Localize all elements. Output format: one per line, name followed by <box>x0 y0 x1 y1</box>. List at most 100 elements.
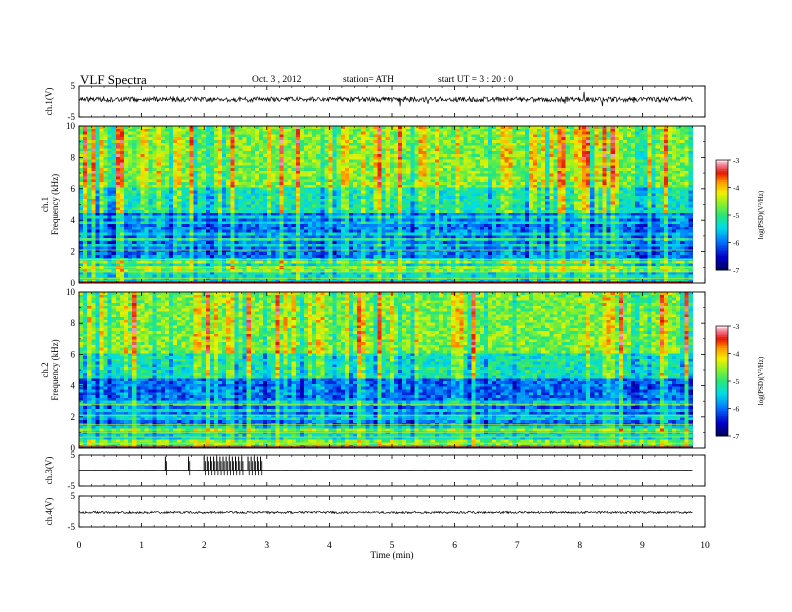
spectrogram-cell <box>152 170 158 174</box>
spectrogram-cell <box>295 246 301 250</box>
spectrogram-cell <box>369 179 374 183</box>
spectrogram-cell <box>385 238 391 242</box>
spectrogram-cell <box>107 274 113 278</box>
spectrogram-cell <box>128 176 133 180</box>
spectrogram-cell <box>312 198 317 202</box>
spectrogram-cell <box>160 193 166 197</box>
spectrogram-cell <box>316 260 321 264</box>
spectrogram-cell <box>271 207 276 211</box>
spectrogram-cell <box>385 210 391 214</box>
spectrogram-cell <box>140 151 145 155</box>
spectrogram-cell <box>152 156 158 160</box>
spectrogram-cell <box>148 196 153 200</box>
spectrogram-cell <box>246 263 252 267</box>
spectrogram-cell <box>414 126 419 130</box>
spectrogram-cell <box>234 268 239 273</box>
spectrogram-cell <box>258 193 264 197</box>
spectrogram-cell <box>148 274 153 278</box>
spectrogram-cell <box>295 207 301 211</box>
spectrogram-cell <box>353 137 358 141</box>
spectrogram-cell <box>299 232 305 236</box>
spectrogram-cell <box>242 193 247 197</box>
spectrogram-cell <box>181 277 186 281</box>
spectrogram-cell <box>344 159 350 163</box>
spectrogram-cell <box>238 179 243 183</box>
spectrogram-cell <box>402 249 407 253</box>
spectrogram-cell <box>308 201 313 205</box>
spectrogram-cell <box>242 184 247 188</box>
spectrogram-cell <box>258 224 264 228</box>
spectrogram-cell <box>287 226 292 231</box>
spectrogram-cell <box>115 151 121 155</box>
spectrogram-cell <box>414 201 419 205</box>
spectrogram-cell <box>369 126 374 130</box>
spectrogram-cell <box>279 182 284 186</box>
spectrogram-cell <box>250 268 256 273</box>
spectrogram-cell <box>279 201 284 205</box>
spectrogram-cell <box>336 243 342 247</box>
spectrogram-cell <box>291 215 297 219</box>
spectrogram-cell <box>291 252 297 256</box>
spectrogram-cell <box>181 187 186 191</box>
spectrogram-cell <box>361 151 366 155</box>
spectrogram-cell <box>414 240 419 245</box>
spectrogram-cell <box>369 184 374 188</box>
spectrogram-cell <box>295 235 301 239</box>
spectrogram-cell <box>173 218 178 222</box>
spectrogram-cell <box>373 229 378 233</box>
spectrogram-cell <box>173 260 178 264</box>
spectrogram-cell <box>316 271 321 275</box>
spectrogram-cell <box>185 226 190 231</box>
spectrogram-cell <box>422 271 427 275</box>
spectrogram-cell <box>123 226 129 231</box>
spectrogram-cell <box>209 215 215 219</box>
spectrogram-cell <box>242 128 247 132</box>
spectrogram-cell <box>107 198 113 202</box>
spectrogram-cell <box>119 212 125 217</box>
spectrogram-cell <box>95 134 100 138</box>
spectrogram-cell <box>128 246 133 250</box>
spectrogram-cell <box>123 232 129 236</box>
spectrogram-cell <box>156 226 162 231</box>
spectrogram-cell <box>132 142 137 146</box>
spectrogram-cell <box>177 131 182 135</box>
spectrogram-cell <box>238 182 243 186</box>
spectrogram-cell <box>303 182 309 186</box>
spectrogram-cell <box>250 210 256 214</box>
spectrogram-cell <box>238 271 243 275</box>
spectrogram-cell <box>312 268 317 273</box>
spectrogram-cell <box>181 176 186 180</box>
spectrogram-cell <box>234 263 239 267</box>
spectrogram-cell <box>332 165 337 169</box>
spectrogram-cell <box>385 218 391 222</box>
spectrogram-cell <box>246 221 252 225</box>
spectrogram-cell <box>218 159 223 163</box>
spectrogram-cell <box>320 249 325 253</box>
spectrogram-cell <box>377 145 382 149</box>
spectrogram-cell <box>119 260 125 264</box>
spectrogram-cell <box>168 252 174 256</box>
spectrogram-cell <box>213 224 219 228</box>
spectrogram-cell <box>393 145 399 149</box>
spectrogram-cell <box>148 277 153 281</box>
spectrogram-cell <box>324 128 329 132</box>
spectrogram-cell <box>430 126 436 130</box>
spectrogram-cell <box>316 187 321 191</box>
spectrogram-cell <box>222 249 227 253</box>
spectrogram-cell <box>406 168 411 172</box>
spectrogram-cell <box>205 212 211 217</box>
spectrogram-cell <box>320 277 325 281</box>
spectrogram-cell <box>160 238 166 242</box>
spectrogram-cell <box>320 162 325 166</box>
spectrogram-cell <box>332 128 337 132</box>
spectrogram-cell <box>365 235 370 239</box>
spectrogram-cell <box>177 246 182 250</box>
spectrogram-cell <box>209 218 215 222</box>
spectrogram-cell <box>148 232 153 236</box>
spectrogram-cell <box>168 240 174 245</box>
spectrogram-cell <box>189 196 194 200</box>
spectrogram-cell <box>410 249 415 253</box>
spectrogram-cell <box>308 173 313 177</box>
spectrogram-cell <box>238 249 243 253</box>
spectrogram-cell <box>320 126 325 130</box>
